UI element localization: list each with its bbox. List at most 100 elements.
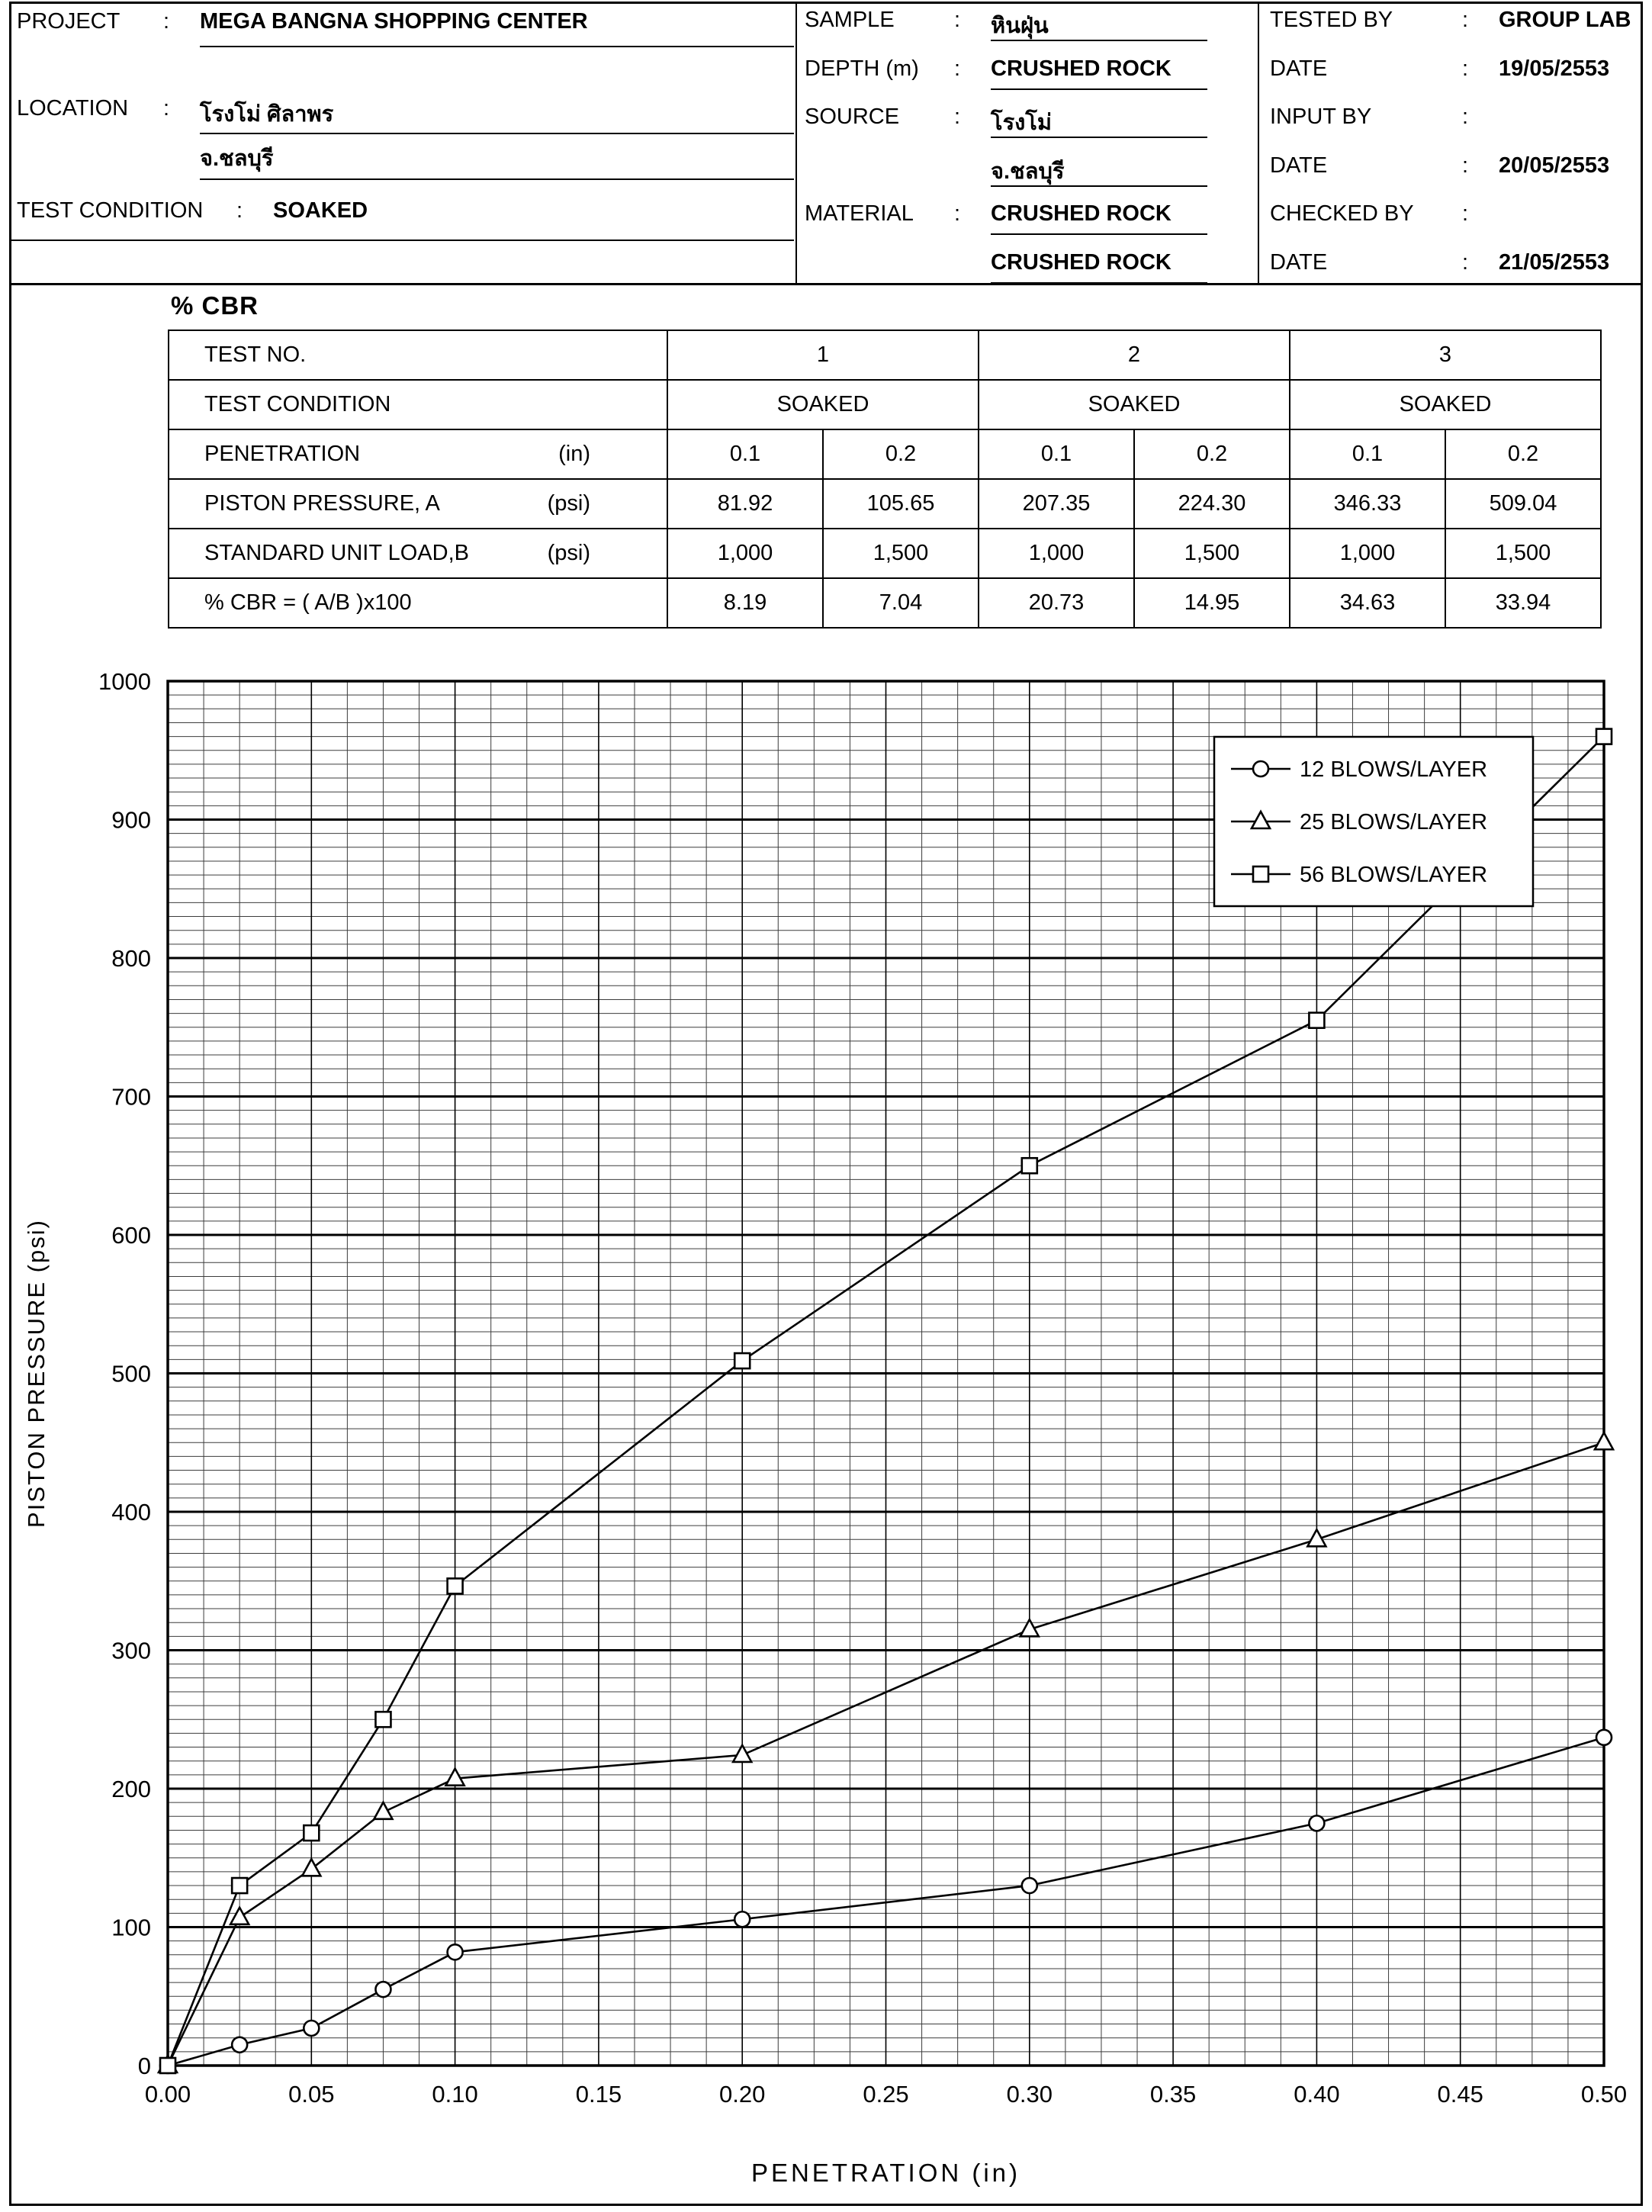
y-axis-title: PISTON PRESSURE (psi): [23, 1219, 50, 1528]
colon: :: [1462, 104, 1469, 129]
location-label: LOCATION: [17, 96, 129, 121]
field-label: INPUT BY: [1270, 104, 1372, 129]
test-condition-row: TEST CONDITION : SOAKED: [17, 197, 794, 233]
report-header: PROJECT : MEGA BANGNA SHOPPING CENTER LO…: [9, 2, 1643, 285]
table-cell: 7.04: [822, 577, 979, 629]
test-condition-value: SOAKED: [273, 198, 368, 223]
field-label: MATERIAL: [805, 201, 914, 226]
table-cell: 34.63: [1289, 577, 1446, 629]
field-label: DATE: [1270, 153, 1328, 178]
colon: :: [1462, 8, 1469, 32]
row-label: TEST CONDITION: [168, 379, 668, 430]
table-cell: 224.30: [1133, 478, 1290, 529]
svg-text:200: 200: [111, 1776, 151, 1802]
table-cell: 3: [1289, 330, 1602, 381]
signoff-block-row: DATE: 19/05/2553: [1270, 55, 1634, 90]
table-cell: 346.33: [1289, 478, 1446, 529]
table-row: % CBR = ( A/B )x100 8.19 7.04 20.73 14.95 34.…: [168, 577, 1602, 629]
field-label: TESTED BY: [1270, 8, 1393, 32]
field-label: SAMPLE: [805, 8, 895, 32]
signoff-block-row: INPUT BY:: [1270, 103, 1634, 138]
svg-text:0.25: 0.25: [863, 2081, 908, 2108]
signoff-block-row: DATE: 21/05/2553: [1270, 249, 1634, 284]
table-cell: 33.94: [1445, 577, 1602, 629]
sample-block-row: SAMPLE: หินฝุ่น: [805, 6, 1207, 41]
colon: :: [1462, 56, 1469, 81]
table-row-test-no: TEST NO. 1 2 3: [168, 330, 1602, 381]
table-row: PISTON PRESSURE, A (psi) 81.92 105.65 207.35…: [168, 478, 1602, 529]
field-label: [805, 249, 954, 284]
legend-label: 56 BLOWS/LAYER: [1300, 863, 1487, 887]
table-row-condition: TEST CONDITION SOAKED SOAKED SOAKED: [168, 379, 1602, 430]
colon: :: [163, 9, 170, 34]
svg-text:300: 300: [111, 1638, 151, 1664]
project-value: MEGA BANGNA SHOPPING CENTER: [200, 8, 794, 47]
table-cell: 0.2: [1133, 429, 1290, 480]
field-value: โรงโม่: [991, 103, 1207, 138]
colon: :: [1462, 153, 1469, 178]
row-label: PISTON PRESSURE, A (psi): [168, 478, 668, 529]
project-row: PROJECT : MEGA BANGNA SHOPPING CENTER: [17, 8, 794, 47]
svg-text:800: 800: [111, 945, 151, 972]
row-label: PENETRATION (in): [168, 429, 668, 480]
table-cell: 8.19: [667, 577, 824, 629]
chart-area: 0 100 200 300 400 500 600 700 800 900 1000 0.00 0.05…: [0, 625, 1652, 2212]
colon: :: [1462, 201, 1469, 226]
table-cell: 1: [667, 330, 979, 381]
field-label: [805, 152, 954, 187]
svg-text:0.05: 0.05: [288, 2081, 334, 2108]
svg-text:0: 0: [138, 2053, 151, 2079]
svg-text:0.15: 0.15: [576, 2081, 622, 2108]
sample-block-row: DEPTH (m): CRUSHED ROCK: [805, 55, 1207, 90]
svg-text:100: 100: [111, 1915, 151, 1941]
cbr-penetration-chart: 0 100 200 300 400 500 600 700 800 900 1000 0.00 0.05…: [23, 668, 1627, 2187]
colon: :: [954, 201, 961, 226]
colon: :: [163, 96, 170, 121]
field-value: [1499, 200, 1634, 235]
colon: [954, 249, 991, 284]
svg-text:0.20: 0.20: [719, 2081, 765, 2108]
field-label: DATE: [1270, 56, 1328, 81]
table-cell: 509.04: [1445, 478, 1602, 529]
field-value: 19/05/2553: [1499, 56, 1610, 81]
table-cell: 1,500: [822, 528, 979, 579]
field-value: CRUSHED ROCK: [991, 200, 1207, 235]
sample-block-row: MATERIAL: CRUSHED ROCK: [805, 200, 1207, 235]
header-divider-2: [1258, 2, 1259, 285]
field-label: DATE: [1270, 250, 1328, 275]
colon: :: [236, 198, 243, 223]
svg-text:1000: 1000: [98, 668, 151, 695]
location-row-2: จ.ชลบุรี: [17, 139, 794, 180]
table-cell: 105.65: [822, 478, 979, 529]
colon: :: [954, 56, 961, 81]
table-cell: SOAKED: [1289, 379, 1602, 430]
field-value: CRUSHED ROCK: [991, 249, 1207, 284]
series-12-blows-layer: [159, 1728, 1613, 2075]
svg-text:0.30: 0.30: [1007, 2081, 1053, 2108]
table-cell: 0.1: [1289, 429, 1446, 480]
table-cell: 1,000: [978, 528, 1135, 579]
table-row: STANDARD UNIT LOAD,B (psi) 1,000 1,500 1,000…: [168, 528, 1602, 579]
svg-text:500: 500: [111, 1361, 151, 1387]
table-cell: 1,500: [1133, 528, 1290, 579]
svg-text:0.40: 0.40: [1294, 2081, 1339, 2108]
header-divider-1: [795, 2, 797, 285]
series-56-blows-layer: [159, 728, 1613, 2075]
svg-text:0.10: 0.10: [432, 2081, 477, 2108]
svg-text:400: 400: [111, 1499, 151, 1526]
field-value: CRUSHED ROCK: [991, 55, 1207, 90]
sample-block-row: จ.ชลบุรี: [805, 152, 1207, 187]
field-value: หินฝุ่น: [991, 6, 1207, 41]
row-label: STANDARD UNIT LOAD,B (psi): [168, 528, 668, 579]
table-cell: 2: [978, 330, 1290, 381]
table-cell: 207.35: [978, 478, 1135, 529]
svg-text:0.45: 0.45: [1438, 2081, 1483, 2108]
sample-block-row: SOURCE: โรงโม่: [805, 103, 1207, 138]
svg-text:0.50: 0.50: [1581, 2081, 1627, 2108]
location-value-2: จ.ชลบุรี: [200, 139, 794, 180]
field-label: DEPTH (m): [805, 56, 919, 81]
sample-block-row: CRUSHED ROCK: [805, 249, 1207, 284]
svg-text:900: 900: [111, 807, 151, 834]
legend-label: 12 BLOWS/LAYER: [1300, 757, 1487, 782]
